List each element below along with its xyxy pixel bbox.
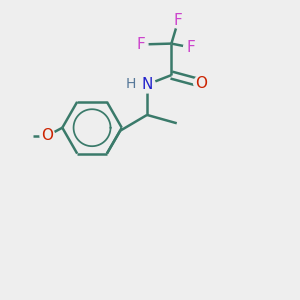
Circle shape	[184, 40, 198, 55]
Circle shape	[40, 128, 55, 143]
Text: O: O	[41, 128, 53, 143]
Text: N: N	[141, 77, 153, 92]
Circle shape	[139, 76, 155, 93]
Text: H: H	[125, 77, 136, 91]
Text: F: F	[187, 40, 195, 55]
Circle shape	[133, 37, 148, 52]
Text: F: F	[174, 13, 183, 28]
Circle shape	[194, 76, 208, 91]
Text: O: O	[195, 76, 207, 91]
Circle shape	[171, 13, 186, 28]
Text: F: F	[136, 37, 145, 52]
